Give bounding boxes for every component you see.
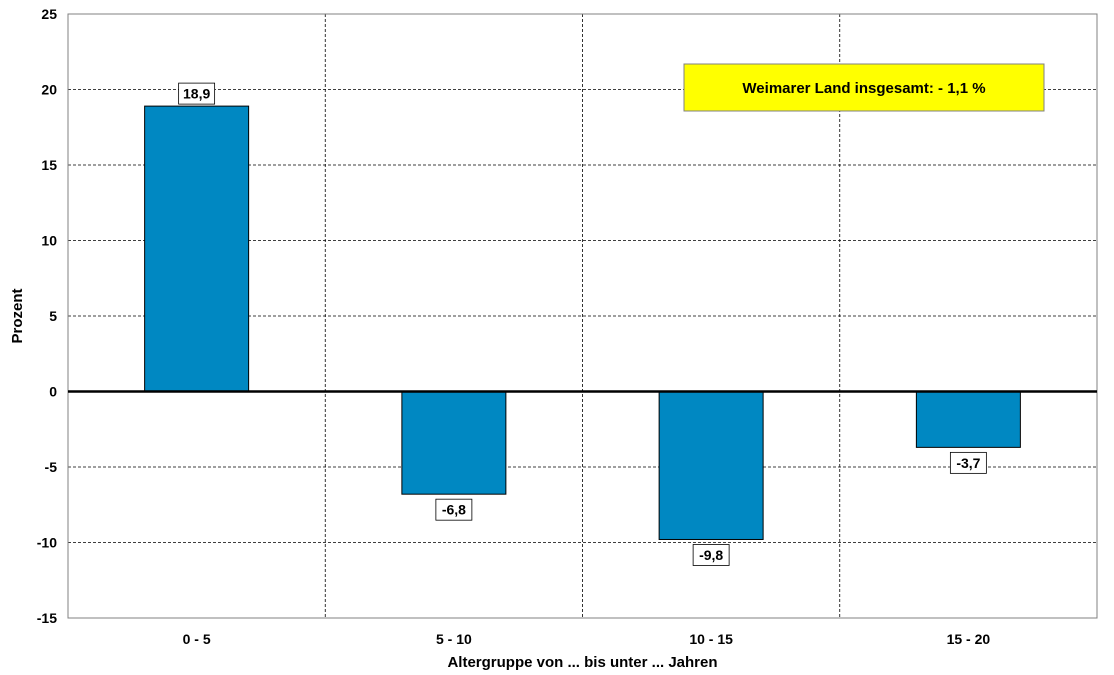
data-label: -9,8 <box>699 547 723 563</box>
bar <box>658 391 764 540</box>
x-axis-title: Altergruppe von ... bis unter ... Jahren <box>447 654 717 671</box>
y-tick-label: -15 <box>37 610 57 626</box>
data-label-box <box>692 544 730 566</box>
bars <box>144 105 1021 540</box>
annotation-text: Weimarer Land insgesamt: - 1,1 % <box>742 80 985 97</box>
y-tick-label: -10 <box>37 535 57 551</box>
y-axis-title: Prozent <box>9 288 26 343</box>
y-tick-label: -5 <box>45 459 58 475</box>
bar <box>401 391 507 495</box>
data-label: -6,8 <box>442 502 466 518</box>
data-label-box <box>949 451 987 474</box>
y-tick-label: 0 <box>49 384 57 400</box>
data-label: -3,7 <box>956 455 980 471</box>
y-tick-label: 10 <box>41 233 57 249</box>
data-labels: 18,9 -6,8 -9,8 -3,7 <box>178 82 987 566</box>
x-tick-label: 10 - 15 <box>689 631 733 647</box>
annotation-box: Weimarer Land insgesamt: - 1,1 % <box>683 63 1045 112</box>
bar <box>144 105 250 393</box>
x-tick-label: 15 - 20 <box>947 631 991 647</box>
y-axis-ticks: 25 20 15 10 5 0 -5 -10 -15 <box>37 6 57 626</box>
x-axis-ticks: 0 - 5 5 - 10 10 - 15 15 - 20 <box>183 631 991 647</box>
data-label-box <box>435 498 473 521</box>
data-label: 18,9 <box>183 86 210 102</box>
x-tick-label: 5 - 10 <box>436 631 472 647</box>
x-tick-label: 0 - 5 <box>183 631 211 647</box>
y-tick-label: 5 <box>49 308 57 324</box>
plot-area-frame <box>67 13 1098 619</box>
y-tick-label: 15 <box>41 157 57 173</box>
y-tick-label: 20 <box>41 82 57 98</box>
data-label-box <box>178 82 216 105</box>
bar <box>915 391 1021 448</box>
annotation-background <box>683 63 1045 112</box>
y-tick-label: 25 <box>41 6 57 22</box>
